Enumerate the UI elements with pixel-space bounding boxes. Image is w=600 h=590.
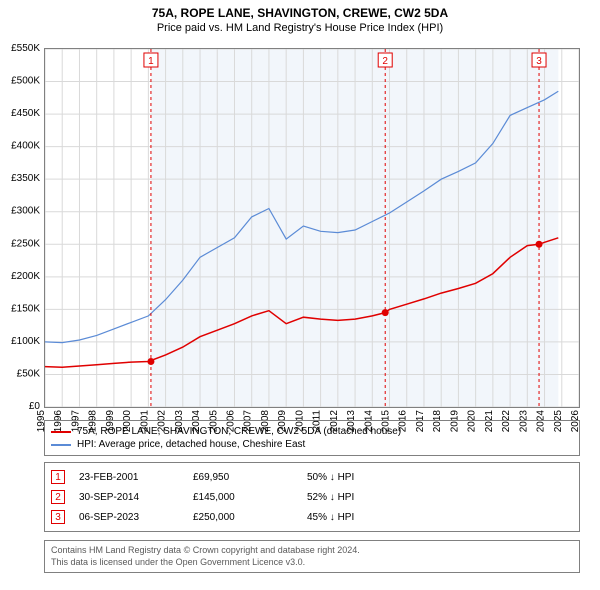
- chart-container: 75A, ROPE LANE, SHAVINGTON, CREWE, CW2 5…: [0, 0, 600, 590]
- svg-text:£100K: £100K: [11, 336, 40, 347]
- marker-badge: 3: [51, 510, 65, 524]
- svg-text:1: 1: [148, 56, 154, 67]
- marker-diff: 50% ↓ HPI: [307, 472, 354, 483]
- footer-line: Contains HM Land Registry data © Crown c…: [51, 545, 573, 557]
- svg-text:£450K: £450K: [11, 108, 40, 119]
- chart-subtitle: Price paid vs. HM Land Registry's House …: [0, 20, 600, 34]
- legend-label: 75A, ROPE LANE, SHAVINGTON, CREWE, CW2 5…: [77, 426, 401, 437]
- marker-row: 1 23-FEB-2001 £69,950 50% ↓ HPI: [51, 467, 573, 487]
- svg-text:£50K: £50K: [17, 368, 41, 379]
- footer-line: This data is licensed under the Open Gov…: [51, 557, 573, 569]
- marker-badge: 1: [51, 470, 65, 484]
- legend-swatch-red: [51, 431, 71, 433]
- svg-text:£0: £0: [29, 401, 41, 412]
- svg-text:£250K: £250K: [11, 238, 40, 249]
- svg-text:£550K: £550K: [11, 43, 40, 54]
- marker-price: £250,000: [193, 512, 293, 523]
- legend-row: 75A, ROPE LANE, SHAVINGTON, CREWE, CW2 5…: [51, 425, 573, 438]
- svg-text:£150K: £150K: [11, 303, 40, 314]
- marker-price: £145,000: [193, 492, 293, 503]
- marker-row: 2 30-SEP-2014 £145,000 52% ↓ HPI: [51, 487, 573, 507]
- svg-text:£500K: £500K: [11, 76, 40, 87]
- legend-label: HPI: Average price, detached house, Ches…: [77, 439, 305, 450]
- svg-text:3: 3: [536, 56, 542, 67]
- chart-svg: 1 2 3: [45, 49, 579, 407]
- marker-price: £69,950: [193, 472, 293, 483]
- legend: 75A, ROPE LANE, SHAVINGTON, CREWE, CW2 5…: [44, 420, 580, 456]
- marker-badge: 2: [51, 490, 65, 504]
- footer: Contains HM Land Registry data © Crown c…: [44, 540, 580, 573]
- svg-text:£300K: £300K: [11, 206, 40, 217]
- svg-text:£350K: £350K: [11, 173, 40, 184]
- marker-row: 3 06-SEP-2023 £250,000 45% ↓ HPI: [51, 507, 573, 527]
- marker-date: 06-SEP-2023: [79, 512, 179, 523]
- svg-text:£200K: £200K: [11, 271, 40, 282]
- chart-title: 75A, ROPE LANE, SHAVINGTON, CREWE, CW2 5…: [0, 0, 600, 20]
- marker-date: 30-SEP-2014: [79, 492, 179, 503]
- marker-diff: 52% ↓ HPI: [307, 492, 354, 503]
- chart-plot-area: 1 2 3: [44, 48, 580, 408]
- marker-table: 1 23-FEB-2001 £69,950 50% ↓ HPI 2 30-SEP…: [44, 462, 580, 532]
- legend-swatch-blue: [51, 444, 71, 446]
- legend-row: HPI: Average price, detached house, Ches…: [51, 438, 573, 451]
- svg-text:2: 2: [382, 56, 388, 67]
- svg-text:£400K: £400K: [11, 141, 40, 152]
- marker-diff: 45% ↓ HPI: [307, 512, 354, 523]
- marker-date: 23-FEB-2001: [79, 472, 179, 483]
